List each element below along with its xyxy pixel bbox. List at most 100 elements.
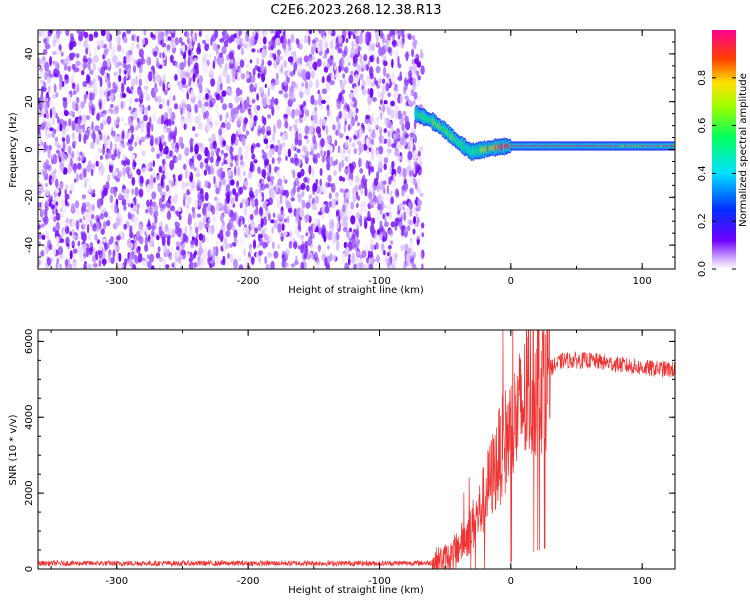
noise-blob [204,101,209,107]
noise-blob [164,30,168,37]
noise-blob [161,158,166,166]
noise-blob [115,221,119,228]
noise-blob [194,226,199,234]
noise-blob [153,50,158,57]
noise-blob [53,72,58,77]
noise-blob [213,175,216,185]
noise-blob [178,244,182,253]
noise-blob [126,188,130,194]
noise-blob [208,225,212,235]
noise-blob [140,201,145,209]
noise-blob [164,233,169,239]
noise-blob [152,112,157,123]
noise-blob [166,30,170,35]
noise-blob [210,78,216,87]
noise-blob [416,186,421,194]
noise-blob [198,233,203,241]
noise-blob [370,244,374,252]
noise-blob [397,30,403,37]
noise-blob [256,57,260,65]
noise-blob [100,228,105,235]
noise-blob [353,108,357,117]
noise-blob [347,62,351,67]
noise-blob [248,101,254,106]
noise-blob [275,37,280,46]
noise-blob [338,35,343,44]
noise-blob [196,213,202,218]
noise-blob [65,55,71,65]
noise-blob [249,59,253,64]
noise-blob [256,82,260,88]
noise-blob [271,106,275,116]
noise-blob [223,152,229,158]
noise-blob [395,127,401,139]
noise-blob [287,45,291,56]
noise-blob [95,134,99,145]
noise-blob [115,177,120,183]
noise-blob [139,139,142,146]
noise-blob [339,175,343,182]
noise-blob [219,60,222,69]
noise-blob [230,170,234,180]
noise-blob [55,236,60,243]
noise-blob [258,256,262,264]
noise-blob [257,182,261,188]
noise-blob [40,249,45,257]
noise-blob [237,127,242,135]
colorbar-label: Normalized spectral amplitude [738,73,749,227]
noise-blob [219,229,224,239]
noise-blob [388,210,392,220]
noise-blob [348,74,354,84]
noise-blob [340,152,346,161]
noise-blob [301,217,306,222]
noise-blob [103,49,107,60]
noise-blob [393,257,397,267]
noise-blob [166,210,172,220]
noise-blob [146,56,151,66]
noise-blob [46,119,52,129]
noise-blob [273,185,276,191]
noise-blob [53,83,57,93]
noise-blob [359,53,363,64]
noise-blob [404,95,409,101]
noise-blob [195,172,201,177]
noise-blob [79,61,84,72]
noise-blob [162,203,167,210]
noise-blob [296,63,302,69]
noise-blob [387,252,390,257]
noise-blob [407,99,413,106]
noise-blob [290,197,295,202]
noise-blob [249,36,255,46]
noise-blob [94,234,98,241]
noise-blob [137,252,143,263]
noise-blob [240,47,245,56]
noise-blob [177,65,181,74]
noise-blob [113,187,117,198]
noise-blob [306,98,310,103]
noise-blob [413,54,418,59]
noise-blob [257,223,262,232]
noise-blob [173,193,179,204]
noise-blob [193,57,198,63]
noise-blob [232,188,237,196]
noise-blob [245,41,251,50]
noise-blob [147,71,153,82]
noise-blob [327,30,333,35]
noise-blob [339,215,343,220]
noise-blob [233,258,238,269]
noise-blob [46,44,51,49]
noise-blob [74,140,77,146]
noise-blob [271,53,276,58]
noise-blob [376,209,381,216]
noise-blob [157,184,163,193]
noise-blob [268,235,273,242]
noise-blob [370,166,374,173]
noise-blob [139,175,144,184]
noise-blob [332,254,336,261]
noise-blob [405,252,411,263]
noise-blob [221,222,226,231]
noise-blob [306,253,311,260]
noise-blob [145,73,149,84]
noise-blob [308,30,313,35]
noise-blob [338,64,342,73]
